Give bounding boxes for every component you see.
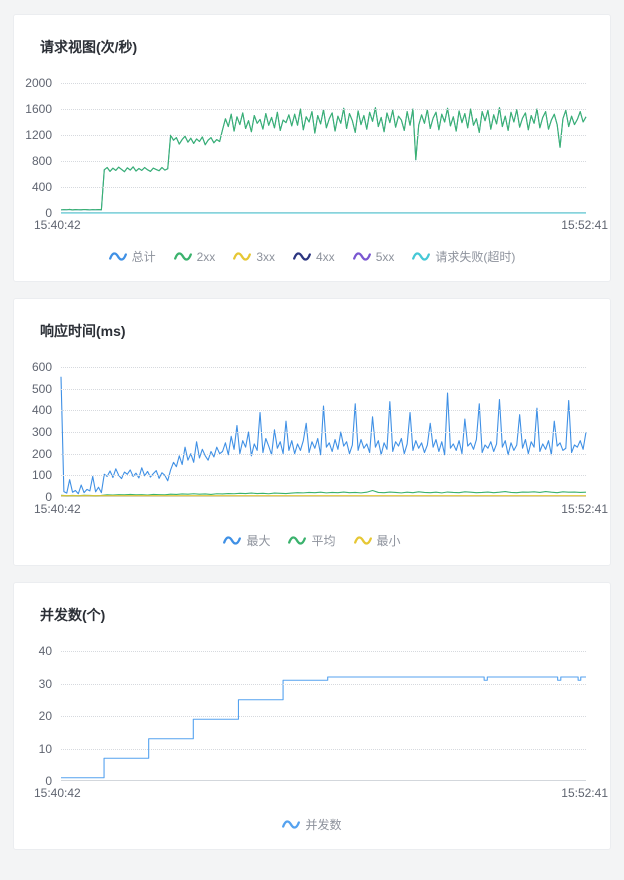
y-axis-tick-label: 0 bbox=[45, 774, 52, 788]
y-axis-tick-label: 0 bbox=[45, 206, 52, 220]
gridline bbox=[61, 475, 586, 477]
y-axis-tick-label: 0 bbox=[45, 490, 52, 504]
legend-item-label: 2xx bbox=[196, 249, 216, 264]
legend-line-icon bbox=[223, 536, 242, 545]
y-axis-tick-label: 600 bbox=[31, 360, 52, 374]
y-axis-tick-label: 20 bbox=[38, 709, 52, 723]
x-axis-labels: 15:40:42 15:52:41 bbox=[34, 502, 608, 516]
legend-item[interactable]: 2xx bbox=[173, 249, 216, 264]
gridline bbox=[61, 651, 586, 652]
chart-title: 响应时间(ms) bbox=[40, 323, 126, 339]
plot-outer: 0 400 800 1200 1600 2000 15:40:42 15:52:41 bbox=[14, 76, 610, 232]
y-axis-tick-label: 500 bbox=[31, 381, 52, 396]
legend-item-label: 并发数 bbox=[305, 818, 342, 832]
x-axis-labels: 15:40:42 15:52:41 bbox=[34, 218, 608, 232]
legend-item[interactable]: 并发数 bbox=[282, 816, 342, 833]
gridline bbox=[61, 187, 586, 188]
plot-outer: 0 100 200 300 400 500 600 15:40:42 15:52:41 bbox=[14, 360, 610, 516]
gridline bbox=[61, 716, 586, 717]
legend-item[interactable]: 3xx bbox=[233, 250, 275, 264]
chart-card: 并发数(个) 0 10 20 30 40 15:40:42 15:52:41 并发数 bbox=[13, 582, 611, 850]
gridline bbox=[61, 748, 586, 750]
series-line bbox=[61, 108, 586, 210]
legend-line-icon bbox=[412, 252, 431, 261]
plot-area: 0 400 800 1200 1600 2000 bbox=[25, 76, 586, 220]
legend-item-label: 最小 bbox=[376, 534, 401, 548]
legend-line-icon bbox=[288, 536, 307, 545]
legend-line-icon bbox=[233, 252, 252, 261]
gridline bbox=[61, 83, 586, 84]
x-axis-line bbox=[61, 496, 586, 497]
legend-item[interactable]: 平均 bbox=[288, 532, 336, 549]
legend-line-icon bbox=[353, 536, 372, 545]
y-axis-tick-label: 30 bbox=[38, 676, 52, 691]
legend-line-icon bbox=[352, 252, 371, 261]
y-axis-tick-label: 400 bbox=[31, 180, 52, 194]
gridline bbox=[61, 135, 586, 136]
gridline bbox=[61, 109, 586, 110]
x-axis-start-label: 15:40:42 bbox=[34, 786, 81, 800]
gridline bbox=[61, 388, 586, 390]
series-lines bbox=[61, 367, 586, 497]
charts-container: 请求视图(次/秒) 0 400 800 1200 1600 2000 15:40:42 1… bbox=[13, 14, 611, 850]
legend-item[interactable]: 请求失败(超时) bbox=[412, 248, 515, 265]
y-axis-tick-label: 200 bbox=[31, 446, 52, 461]
y-axis-tick-label: 800 bbox=[31, 154, 52, 168]
legend-item-label: 3xx bbox=[256, 249, 275, 264]
series-lines bbox=[61, 83, 586, 213]
gridline bbox=[61, 410, 586, 412]
y-axis-tick-label: 1200 bbox=[25, 128, 52, 142]
y-axis-tick-label: 10 bbox=[38, 741, 52, 756]
gridline bbox=[61, 453, 586, 455]
gridline bbox=[61, 683, 586, 685]
legend-item[interactable]: 5xx bbox=[352, 249, 395, 264]
series-line bbox=[61, 108, 586, 210]
legend-item[interactable]: 最大 bbox=[223, 532, 270, 549]
series-line bbox=[61, 677, 586, 778]
legend-item-label: 总计 bbox=[131, 250, 156, 264]
gridline bbox=[61, 367, 586, 368]
legend-line-icon bbox=[293, 252, 311, 261]
x-axis-labels: 15:40:42 15:52:41 bbox=[34, 786, 608, 800]
y-axis-tick-label: 400 bbox=[31, 403, 52, 418]
legend-item-label: 平均 bbox=[311, 534, 336, 548]
legend: 总计 2xx 3xx 4xx 5xx 请求失败(超时) bbox=[14, 248, 610, 265]
chart-title: 并发数(个) bbox=[40, 607, 106, 623]
series-line bbox=[61, 491, 586, 496]
legend: 并发数 bbox=[14, 816, 610, 833]
legend-line-icon bbox=[282, 820, 301, 829]
legend-item-label: 最大 bbox=[246, 534, 271, 548]
legend-item-label: 5xx bbox=[375, 249, 395, 264]
gridline bbox=[61, 432, 586, 433]
legend-item-label: 4xx bbox=[316, 249, 335, 264]
y-axis-tick-label: 100 bbox=[31, 468, 52, 483]
x-axis-line bbox=[61, 780, 586, 781]
legend-item[interactable]: 最小 bbox=[353, 532, 401, 549]
legend-item[interactable]: 4xx bbox=[293, 250, 335, 264]
x-axis-end-label: 15:52:41 bbox=[561, 786, 608, 800]
y-axis-tick-label: 1600 bbox=[25, 102, 52, 116]
chart-title: 请求视图(次/秒) bbox=[40, 39, 138, 55]
y-axis-tick-label: 40 bbox=[38, 644, 52, 658]
x-axis-end-label: 15:52:41 bbox=[561, 218, 608, 232]
legend-line-icon bbox=[108, 252, 127, 261]
y-axis-tick-label: 2000 bbox=[25, 76, 52, 90]
chart-card: 请求视图(次/秒) 0 400 800 1200 1600 2000 15:40:42 1… bbox=[13, 14, 611, 282]
legend: 最大 平均 最小 bbox=[14, 532, 610, 549]
series-lines bbox=[61, 651, 586, 781]
series-line bbox=[61, 377, 586, 494]
legend-line-icon bbox=[173, 252, 192, 261]
x-axis-start-label: 15:40:42 bbox=[34, 218, 81, 232]
x-axis-start-label: 15:40:42 bbox=[34, 502, 81, 516]
legend-item[interactable]: 总计 bbox=[108, 248, 156, 265]
chart-card: 响应时间(ms) 0 100 200 300 400 500 600 15:40:42 15… bbox=[13, 298, 611, 566]
y-axis-tick-label: 300 bbox=[31, 425, 52, 439]
plot-area: 0 100 200 300 400 500 600 bbox=[32, 360, 586, 504]
gridline bbox=[61, 161, 586, 162]
plot-area: 0 10 20 30 40 bbox=[39, 644, 586, 788]
plot-outer: 0 10 20 30 40 15:40:42 15:52:41 bbox=[14, 644, 610, 800]
legend-item-label: 请求失败(超时) bbox=[435, 250, 516, 264]
x-axis-end-label: 15:52:41 bbox=[561, 502, 608, 516]
